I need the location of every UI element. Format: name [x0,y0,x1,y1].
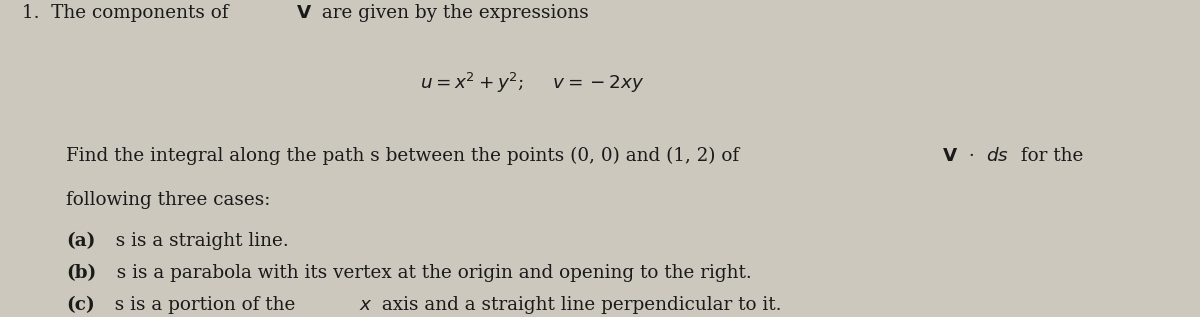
Text: $\mathbf{V}$: $\mathbf{V}$ [295,4,312,22]
Text: s is a straight line.: s is a straight line. [104,232,289,250]
Text: for the: for the [1015,147,1084,165]
Text: (b): (b) [66,264,96,282]
Text: $u = x^2 + y^2$;     $v = -2xy$: $u = x^2 + y^2$; $v = -2xy$ [420,71,644,95]
Text: (a): (a) [66,232,95,250]
Text: Find the integral along the path s between the points (0, 0) and (1, 2) of: Find the integral along the path s betwe… [66,146,745,165]
Text: $\mathbf{V}$: $\mathbf{V}$ [942,147,959,165]
Text: axis and a straight line perpendicular to it.: axis and a straight line perpendicular t… [377,296,782,314]
Text: (c): (c) [66,296,95,314]
Text: 1.  The components of: 1. The components of [22,4,234,22]
Text: s is a portion of the: s is a portion of the [103,296,301,314]
Text: $\mathit{ds}$: $\mathit{ds}$ [985,147,1008,165]
Text: are given by the expressions: are given by the expressions [317,4,589,22]
Text: ·: · [962,147,980,165]
Text: following three cases:: following three cases: [66,191,270,209]
Text: s is a parabola with its vertex at the origin and opening to the right.: s is a parabola with its vertex at the o… [106,264,751,282]
Text: $x$: $x$ [359,296,372,314]
